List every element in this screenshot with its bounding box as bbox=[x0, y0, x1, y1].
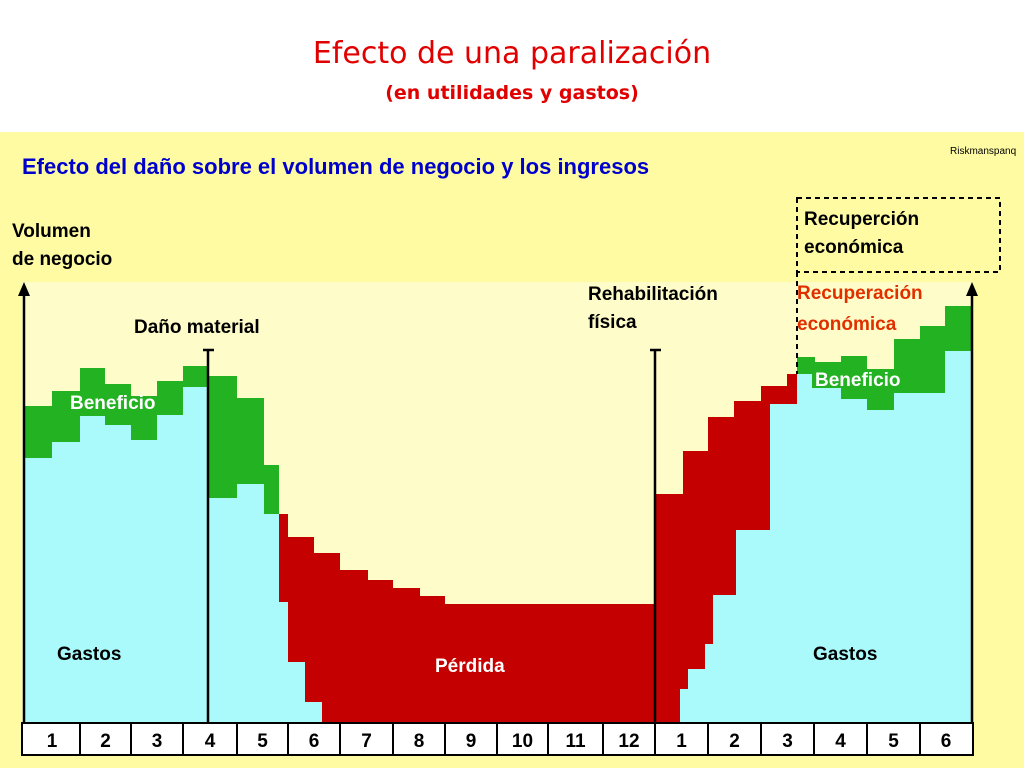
period-label: 4 bbox=[205, 731, 216, 752]
recovery-box bbox=[796, 197, 1001, 273]
profit-area-left bbox=[24, 366, 279, 514]
axis-label-line2: de negocio bbox=[12, 249, 112, 270]
rehab-event-label-line1: Rehabilitación bbox=[588, 284, 718, 305]
period-label: 5 bbox=[888, 731, 899, 752]
credit-text: Riskmanspanq bbox=[950, 146, 1016, 157]
period-label: 12 bbox=[618, 731, 639, 752]
y-axis-arrow-icon bbox=[18, 282, 30, 296]
profit-label-left: Beneficio bbox=[70, 393, 156, 414]
period-cells: 1 2 3 4 5 6 7 8 9 10 11 12 1 2 3 4 5 6 bbox=[47, 723, 952, 755]
period-label: 10 bbox=[512, 731, 533, 752]
expenses-area-right bbox=[680, 351, 972, 722]
diagram-heading: Efecto del daño sobre el volumen de nego… bbox=[22, 154, 649, 179]
period-label: 3 bbox=[782, 731, 793, 752]
recovery-red-line1: Recuperación bbox=[797, 283, 923, 304]
slide-title: Efecto de una paralización bbox=[312, 36, 712, 71]
period-label: 3 bbox=[152, 731, 163, 752]
profit-label-right: Beneficio bbox=[815, 370, 901, 391]
slide-subtitle: (en utilidades y gastos) bbox=[385, 82, 639, 104]
damage-event-label: Daño material bbox=[134, 317, 260, 338]
rehab-event-label-line2: física bbox=[588, 312, 637, 333]
period-label: 7 bbox=[361, 731, 372, 752]
period-label: 11 bbox=[565, 731, 586, 752]
right-axis-arrow-icon bbox=[966, 282, 978, 296]
expenses-label-right: Gastos bbox=[813, 644, 877, 665]
period-label: 6 bbox=[941, 731, 952, 752]
period-label: 5 bbox=[257, 731, 268, 752]
recovery-box-line2: económica bbox=[804, 237, 904, 258]
expenses-area-left bbox=[24, 387, 322, 722]
period-label: 1 bbox=[676, 731, 687, 752]
business-interruption-diagram: 1 2 3 4 5 6 7 8 9 10 11 12 1 2 3 4 5 6 Efecto del daño so… bbox=[0, 132, 1024, 768]
period-label: 4 bbox=[835, 731, 846, 752]
period-label: 8 bbox=[414, 731, 425, 752]
loss-area bbox=[279, 374, 797, 722]
period-label: 2 bbox=[100, 731, 111, 752]
profit-area-right bbox=[797, 306, 972, 410]
axis-label-line1: Volumen bbox=[12, 221, 91, 242]
period-label: 9 bbox=[466, 731, 477, 752]
recovery-box-line1: Recuperción bbox=[804, 209, 919, 230]
expenses-label-left: Gastos bbox=[57, 644, 121, 665]
loss-label: Pérdida bbox=[435, 656, 505, 677]
period-label: 2 bbox=[729, 731, 740, 752]
period-label: 6 bbox=[309, 731, 320, 752]
recovery-red-line2: económica bbox=[797, 314, 897, 335]
period-label: 1 bbox=[47, 731, 58, 752]
